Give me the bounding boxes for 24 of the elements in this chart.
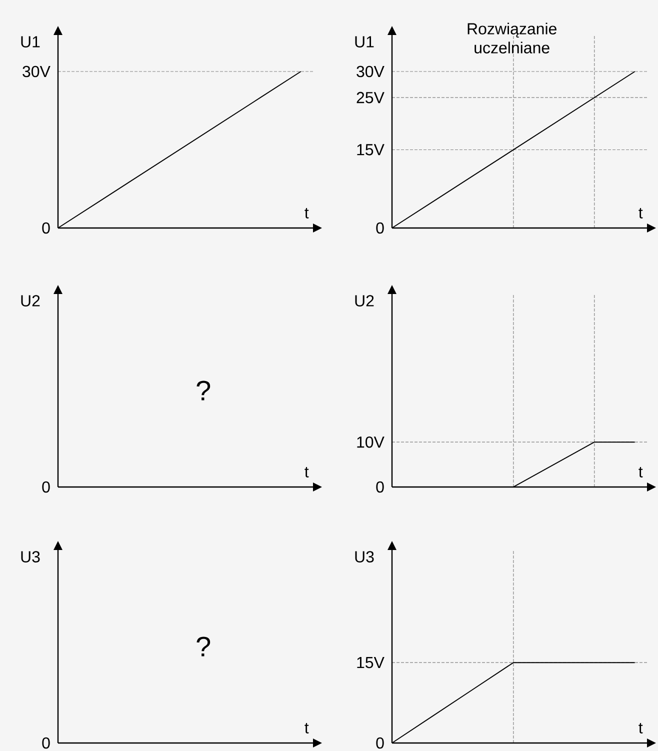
y-tick-label: 30V bbox=[356, 66, 384, 78]
y-tick-label: 15V bbox=[357, 144, 384, 156]
x-axis-title: t bbox=[638, 208, 643, 218]
chart-title: Rozwiązanie uczelniane bbox=[468, 22, 556, 54]
x-axis-title: t bbox=[638, 467, 643, 478]
text: ? bbox=[196, 380, 210, 400]
y-tick-label: 30V bbox=[22, 66, 50, 78]
y-tick-label: 25V bbox=[356, 92, 384, 104]
y-axis-title: U1 bbox=[21, 36, 40, 48]
x-axis-title: t bbox=[304, 208, 309, 218]
y-tick-label: 15V bbox=[357, 657, 384, 668]
text: U2 bbox=[21, 295, 40, 306]
text: ? bbox=[196, 636, 210, 656]
y-tick-label: 0 bbox=[376, 222, 384, 234]
text: t bbox=[304, 723, 309, 734]
y-axis-title: U3 bbox=[355, 551, 374, 562]
text: t bbox=[304, 467, 309, 478]
y-axis-title: U1 bbox=[355, 36, 374, 48]
text: U3 bbox=[21, 551, 40, 562]
y-axis-title: U2 bbox=[355, 295, 374, 306]
x-axis-title: t bbox=[638, 723, 643, 734]
y-tick-label: 10V bbox=[357, 436, 384, 448]
y-tick-label: 0 bbox=[376, 737, 384, 749]
y-tick-label: 0 bbox=[376, 481, 384, 493]
